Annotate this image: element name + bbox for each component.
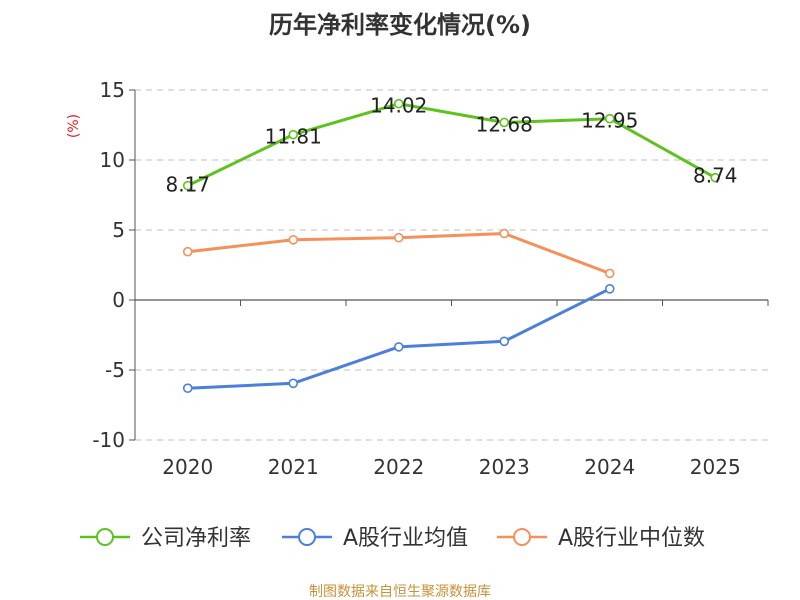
x-tick-label: 2023 [479,455,530,479]
x-tick-label: 2021 [268,455,319,479]
legend-item[interactable]: 公司净利率 [80,526,251,551]
legend-marker-icon [513,528,531,546]
data-point[interactable] [604,283,615,294]
chart-title: 历年净利率变化情况(%) [269,11,531,39]
legend-item[interactable]: A股行业均值 [282,526,468,551]
data-label: 11.81 [265,125,322,149]
data-point[interactable] [182,246,193,257]
y-tick-label: 15 [100,78,125,102]
data-point[interactable] [393,232,404,243]
data-label: 12.68 [476,112,533,136]
x-tick-label: 2022 [373,455,424,479]
y-tick-label: 10 [100,148,125,172]
data-point[interactable] [288,235,299,245]
series-line [187,102,716,187]
legend-marker-icon [96,528,114,546]
data-label: 14.02 [370,94,427,118]
y-tick-label: -5 [105,358,125,382]
x-tick-label: 2024 [584,455,635,479]
data-label: 12.95 [581,109,638,133]
data-point[interactable] [182,383,193,394]
legend-item[interactable]: A股行业中位数 [497,526,705,551]
y-tick-label: 0 [112,288,125,312]
data-point[interactable] [393,98,404,109]
y-tick-label: 5 [112,218,125,242]
data-point[interactable] [499,228,510,239]
data-point[interactable] [182,180,193,191]
y-tick-label: -10 [92,428,125,452]
legend[interactable]: 公司净利率 A股行业均值 A股行业中位数 [80,526,705,551]
data-label: 8.74 [693,164,738,188]
data-point[interactable] [604,268,615,279]
data-point[interactable] [288,378,299,389]
legend-marker-icon [298,528,316,546]
series-line [187,287,611,390]
legend-label: A股行业均值 [343,526,468,551]
data-point[interactable] [288,129,299,140]
legend-label: A股行业中位数 [558,526,705,551]
data-point[interactable] [710,172,721,183]
axis-layer: 15 10 5 0 -5 -10 2020 2021 2022 2023 2024 2025 [92,78,769,479]
y-axis-label: (%) [66,114,82,138]
legend-label: 公司净利率 [141,526,251,551]
x-tick-label: 2025 [690,455,741,479]
data-point[interactable] [393,342,404,352]
source-note: 制图数据来自恒生聚源数据库 [309,584,491,600]
data-label-layer: 8.17 11.81 14.02 12.68 12.95 8.74 [165,94,737,197]
series-layer [182,98,721,394]
data-point[interactable] [604,113,615,124]
x-tick-label: 2020 [162,455,213,479]
data-point[interactable] [499,336,510,347]
data-label: 8.17 [165,173,210,197]
data-point[interactable] [499,117,510,128]
